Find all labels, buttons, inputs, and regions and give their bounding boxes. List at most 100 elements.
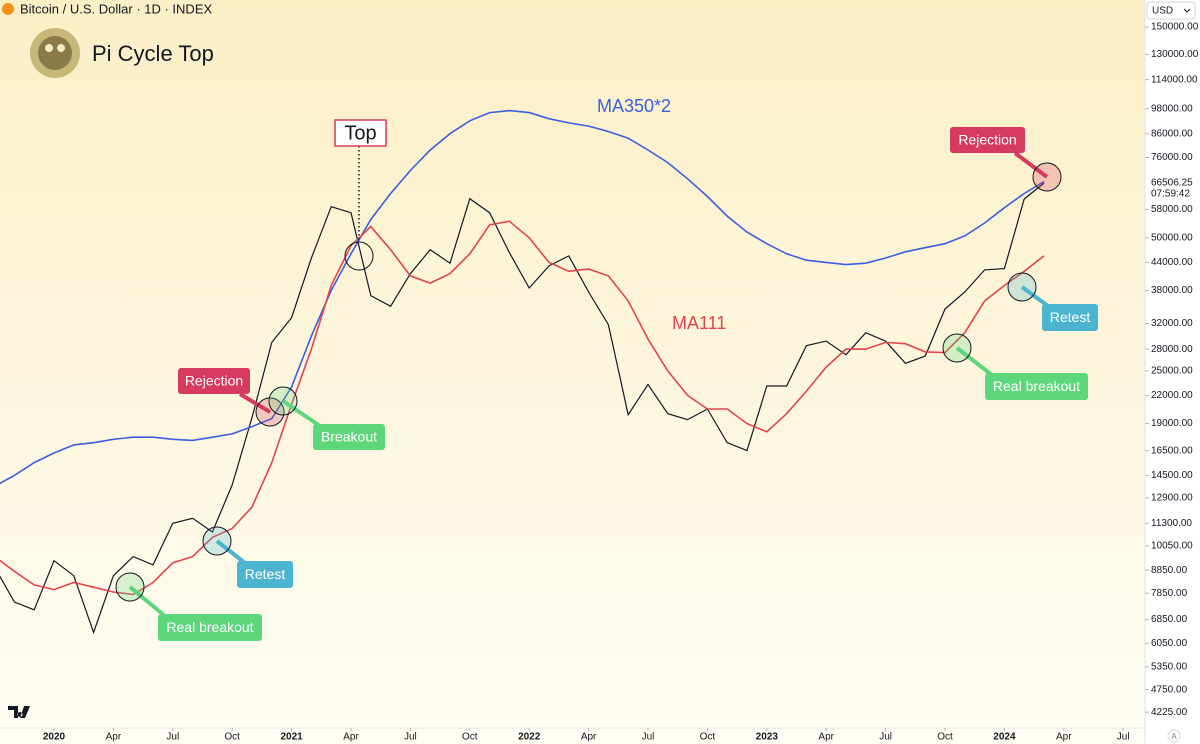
y-tick-label: 32000.00 <box>1151 318 1193 329</box>
symbol-title: Bitcoin / U.S. Dollar · 1D · INDEX <box>20 1 212 16</box>
y-tick-label: 4225.00 <box>1151 707 1188 718</box>
x-tick-label: Apr <box>581 732 597 743</box>
price-axis-panel <box>1145 0 1200 744</box>
annotation-label: Breakout <box>321 429 377 445</box>
series-label: MA111 <box>672 313 726 333</box>
y-tick-label: 114000.00 <box>1151 74 1198 85</box>
x-tick-label: Jul <box>404 732 417 743</box>
chart-title: Pi Cycle Top <box>92 41 214 66</box>
marker-circle <box>1032 162 1062 192</box>
annotation-box <box>158 614 262 641</box>
marker-circle <box>268 386 298 416</box>
y-tick-label: 12900.00 <box>1151 493 1193 504</box>
avatar-eye <box>57 44 65 52</box>
annotation-box <box>334 119 387 147</box>
y-tick-label: 130000.00 <box>1151 49 1199 60</box>
marker-circle <box>1007 272 1037 302</box>
annotation-pointer <box>215 539 247 565</box>
countdown-label: 07:59:42 <box>1151 189 1190 200</box>
x-tick-label: 2024 <box>993 732 1016 743</box>
annotation-box <box>178 368 250 394</box>
marker-circle <box>344 241 374 271</box>
annotation-pointer <box>1013 151 1049 179</box>
y-tick-label: 86000.00 <box>1151 128 1193 139</box>
avatar-face <box>38 36 72 70</box>
y-tick-label: 11300.00 <box>1151 518 1192 529</box>
marker-circle <box>115 572 145 602</box>
annotation-label: Top <box>344 122 376 144</box>
x-tick-label: Oct <box>700 732 716 743</box>
y-tick-label: 10050.00 <box>1151 540 1193 551</box>
y-tick-label: 19000.00 <box>1151 418 1193 429</box>
x-tick-label: Oct <box>462 732 478 743</box>
x-tick-label: Oct <box>224 732 240 743</box>
x-tick-label: Oct <box>937 732 953 743</box>
annotation-box <box>985 373 1088 400</box>
annotation-pointer <box>128 585 167 618</box>
series-layer <box>0 109 1045 635</box>
annotation-label: Real breakout <box>993 378 1080 394</box>
y-tick-label: 38000.00 <box>1151 285 1193 296</box>
annotation-pointer <box>1020 285 1050 308</box>
marker-circle <box>255 397 285 427</box>
x-tick-label: Apr <box>1056 732 1072 743</box>
last-price-box <box>1146 174 1200 201</box>
x-tick-label: Jul <box>642 732 655 743</box>
y-tick-label: 8850.00 <box>1151 565 1188 576</box>
annotation-pointer <box>955 346 994 377</box>
x-tick-label: Apr <box>343 732 359 743</box>
y-tick-label: 50000.00 <box>1151 232 1193 243</box>
scale-mode-button[interactable] <box>1167 729 1181 743</box>
marker-circle <box>942 333 972 363</box>
annotation-pointer <box>281 399 322 428</box>
y-tick-label: 44000.00 <box>1151 257 1193 268</box>
last-price-label: 66506.25 <box>1151 178 1193 189</box>
y-tick-label: 5350.00 <box>1151 661 1188 672</box>
y-tick-label: 16500.00 <box>1151 445 1193 456</box>
y-tick-label: 4750.00 <box>1151 684 1188 695</box>
x-tick-label: 2023 <box>756 732 779 743</box>
x-tick-label: Apr <box>106 732 122 743</box>
x-tick-label: 2021 <box>280 732 303 743</box>
x-tick-label: Jul <box>879 732 892 743</box>
annotation-pointer <box>238 392 272 414</box>
series-label: MA350*2 <box>597 96 671 116</box>
y-tick-label: 14500.00 <box>1151 470 1193 481</box>
y-tick-label: 7850.00 <box>1151 588 1188 599</box>
scale-mode-label[interactable]: A <box>1171 732 1177 741</box>
x-tick-label: 2022 <box>518 732 541 743</box>
y-tick-label: 6050.00 <box>1151 638 1188 649</box>
annotation-box <box>237 561 293 588</box>
symbol-icon <box>2 3 14 15</box>
ma-line <box>0 220 1045 596</box>
annotation-label: Rejection <box>958 132 1016 148</box>
ma-line <box>0 109 1045 485</box>
y-tick-label: 6850.00 <box>1151 614 1188 625</box>
y-tick-label: 25000.00 <box>1151 366 1193 377</box>
currency-select[interactable] <box>1146 1 1196 20</box>
axis-layer: 150000.00 130000.00 114000.00 98000.00 86000… <box>43 22 1200 743</box>
x-tick-label: Apr <box>818 732 834 743</box>
y-tick-label: 150000.00 <box>1151 22 1199 33</box>
avatar-eye <box>45 44 53 52</box>
y-tick-label: 28000.00 <box>1151 344 1193 355</box>
y-tick-label: 22000.00 <box>1151 390 1193 401</box>
x-tick-label: Jul <box>1117 732 1130 743</box>
annotation-layer: MA350*2 MA111 Top Rejection Breakout Retest Re… <box>115 96 1098 641</box>
price-line <box>0 182 1045 635</box>
x-tick-label: 2020 <box>43 732 66 743</box>
logo <box>8 706 30 718</box>
annotation-label: Real breakout <box>166 619 253 635</box>
annotation-box <box>950 127 1025 153</box>
annotation-box <box>1042 304 1098 331</box>
x-tick-label: Jul <box>166 732 179 743</box>
annotation-box <box>313 424 385 450</box>
currency-caret <box>1183 8 1191 13</box>
annotation-label: Rejection <box>185 373 243 389</box>
annotation-label: Retest <box>1050 309 1091 325</box>
y-tick-label: 58000.00 <box>1151 204 1193 215</box>
currency-label[interactable]: USD <box>1152 6 1173 17</box>
y-tick-label: 76000.00 <box>1151 152 1193 163</box>
annotation-label: Retest <box>245 566 286 582</box>
